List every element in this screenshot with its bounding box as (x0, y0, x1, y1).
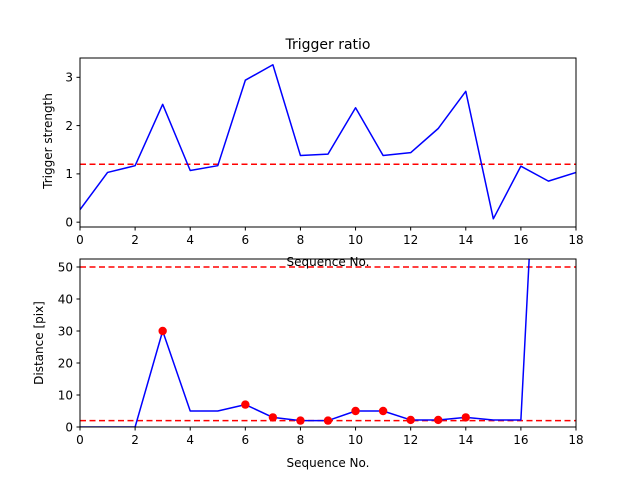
data-point-marker (461, 413, 470, 422)
x-tick-label: 16 (513, 233, 528, 247)
data-layer (79, 57, 577, 228)
y-tick-label: 1 (65, 167, 73, 181)
axes-frame (79, 57, 577, 228)
data-layer (79, 258, 577, 428)
series-line (80, 64, 576, 220)
x-tick-label: 8 (297, 233, 305, 247)
y-tick-label: 50 (58, 260, 73, 274)
y-tick-label: 3 (65, 71, 73, 85)
y-tick-label: 0 (65, 215, 73, 229)
x-tick-label: 18 (568, 433, 583, 447)
axes-frame (79, 258, 577, 428)
series-line (80, 259, 530, 427)
x-tick-label: 10 (348, 233, 363, 247)
y-tick-label: 10 (58, 388, 73, 402)
y-axis-label: Distance [pix] (32, 301, 46, 385)
x-tick-label: 4 (186, 433, 194, 447)
x-tick-label: 18 (568, 233, 583, 247)
data-point-marker (296, 416, 305, 425)
data-point-marker (406, 415, 415, 425)
data-point-marker (323, 416, 333, 425)
x-tick-label: 2 (131, 433, 139, 447)
x-tick-label: 0 (76, 233, 84, 247)
x-axis-label: Sequence No. (287, 456, 370, 470)
x-tick-label: 16 (513, 433, 528, 447)
distance-plot: Distance [pix] Sequence No. 0 2 4 6 8 10 12 14 1… (32, 258, 584, 470)
plot-area (80, 64, 576, 220)
x-tick-label: 4 (186, 233, 194, 247)
plot-title: Trigger ratio (284, 37, 370, 53)
data-point-marker (378, 406, 388, 416)
data-point-marker (241, 400, 250, 409)
x-tick-label: 10 (348, 433, 363, 447)
y-axis-label: Trigger strength (41, 93, 55, 190)
tick-layer: 0 2 4 6 8 10 12 14 16 18 0 10 20 30 40 50 (58, 260, 584, 447)
x-tick-label: 12 (403, 233, 418, 247)
x-tick-label: 6 (242, 433, 250, 447)
data-point-marker (351, 406, 360, 416)
y-tick-label: 0 (65, 420, 73, 434)
data-point-marker (268, 413, 278, 422)
x-tick-label: 0 (76, 433, 84, 447)
x-tick-label: 6 (242, 233, 250, 247)
trigger-ratio-plot: Trigger ratio Trigger strength Sequence … (41, 37, 584, 269)
x-tick-label: 14 (458, 433, 473, 447)
y-tick-label: 40 (58, 292, 73, 306)
x-tick-label: 14 (458, 233, 473, 247)
x-tick-label: 2 (131, 233, 139, 247)
x-tick-label: 8 (297, 433, 305, 447)
y-tick-label: 20 (58, 356, 73, 370)
x-tick-label: 12 (403, 433, 418, 447)
y-tick-label: 30 (58, 324, 73, 338)
y-tick-label: 2 (65, 119, 73, 133)
data-point-marker (158, 326, 167, 336)
data-point-marker (434, 415, 443, 425)
